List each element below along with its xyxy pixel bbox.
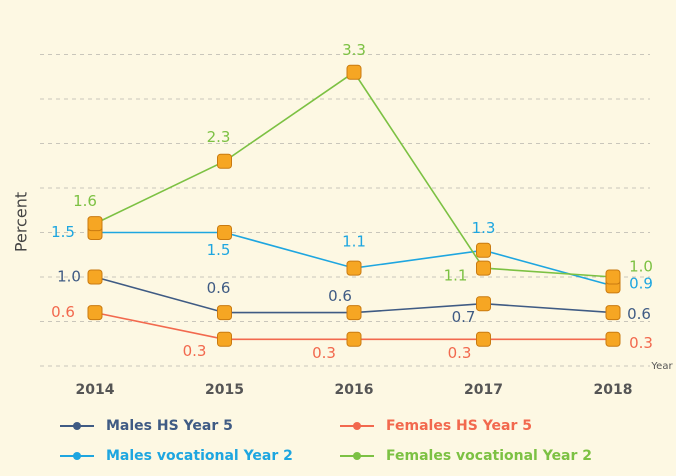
data-label: 1.0: [57, 268, 81, 286]
wallet-marker: [218, 306, 232, 320]
wallet-marker: [218, 332, 232, 346]
wallet-marker: [606, 306, 620, 320]
legend-label: Males HS Year 5: [106, 418, 233, 434]
data-label: 0.6: [51, 303, 75, 321]
y-axis-label: Percent: [12, 192, 31, 252]
legend-dot: [73, 452, 81, 460]
data-label: 1.1: [444, 267, 468, 285]
legend-label: Males vocational Year 2: [106, 448, 293, 464]
data-label: 0.9: [629, 274, 653, 292]
wallet-marker: [88, 306, 102, 320]
legend-dot: [353, 452, 361, 460]
data-label: 2.3: [207, 128, 231, 146]
wallet-marker: [606, 332, 620, 346]
data-label: 0.3: [183, 342, 207, 360]
data-label: 1.5: [207, 241, 231, 259]
data-label: 0.3: [629, 334, 653, 352]
x-tick-label: 2016: [335, 382, 374, 398]
data-label: 1.5: [51, 223, 75, 241]
wallet-marker: [88, 217, 102, 231]
wallet-marker: [218, 154, 232, 168]
data-label: 3.3: [342, 41, 366, 59]
data-label: 0.6: [207, 279, 231, 297]
chart: Percent Year 2014 2015 2016 2017 2018 1.0 0.6 0…: [0, 0, 676, 476]
wallet-marker: [347, 332, 361, 346]
wallet-marker: [88, 270, 102, 284]
x-tick-label: 2015: [205, 382, 244, 398]
wallet-marker: [347, 261, 361, 275]
x-tick-label: 2018: [594, 382, 633, 398]
legend-dot: [73, 422, 81, 430]
data-label: 0.6: [328, 287, 352, 305]
wallet-marker: [347, 65, 361, 79]
wallet-marker: [477, 261, 491, 275]
legend-label: Females vocational Year 2: [386, 448, 592, 464]
x-tick-label: 2014: [76, 382, 115, 398]
wallet-marker: [477, 297, 491, 311]
data-label: 0.7: [452, 308, 476, 326]
data-label: 1.6: [73, 192, 97, 210]
data-label: 0.3: [312, 344, 336, 362]
data-label: 1.0: [629, 258, 653, 276]
wallet-marker: [477, 332, 491, 346]
wallet-marker: [477, 243, 491, 257]
legend-dot: [353, 422, 361, 430]
data-label: 1.3: [472, 219, 496, 237]
data-label: 0.3: [448, 344, 472, 362]
wallet-marker: [218, 226, 232, 240]
data-label: 1.1: [342, 233, 366, 251]
x-tick-label: 2017: [464, 382, 503, 398]
legend-label: Females HS Year 5: [386, 418, 532, 434]
wallet-marker: [347, 306, 361, 320]
data-label: 0.6: [627, 305, 651, 323]
x-axis-label: Year: [650, 361, 673, 372]
wallet-marker: [606, 270, 620, 284]
